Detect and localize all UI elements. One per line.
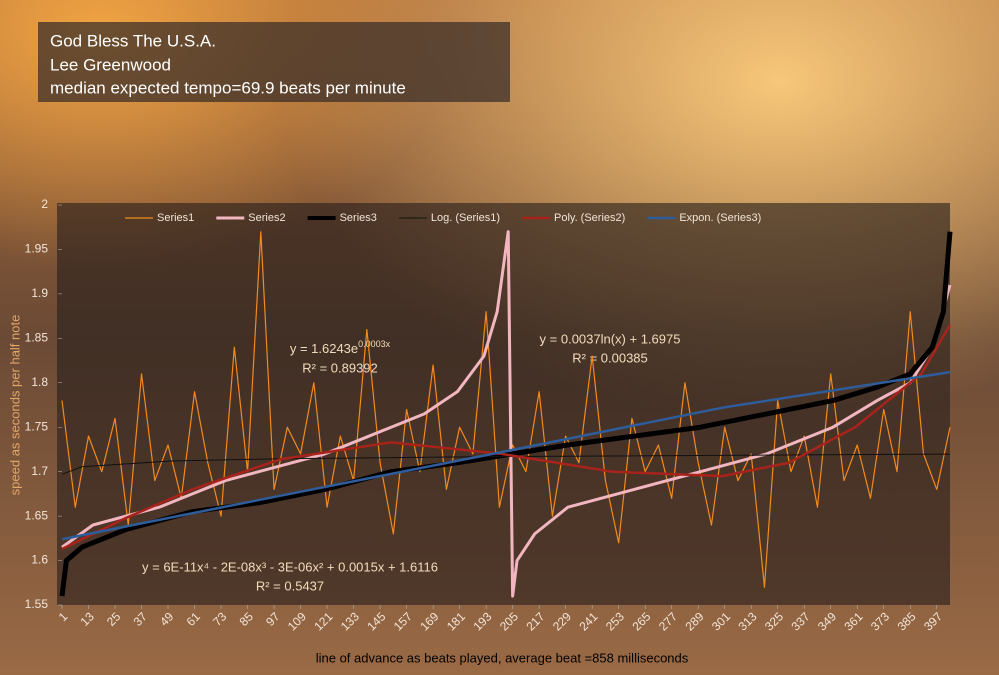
series-line [61, 231, 951, 588]
series-line [61, 370, 951, 541]
equation-exponent: 0.0003x [358, 339, 391, 349]
title-line: God Bless The U.S.A. [50, 31, 216, 50]
trend-r2: R² = 0.00385 [572, 350, 648, 365]
y-tick-label: 1.95 [25, 242, 49, 256]
y-axis-label: speed as seconds per half note [7, 315, 22, 496]
trend-equation: y = 1.6243e0.0003x [290, 339, 391, 356]
legend-label: Series2 [248, 212, 285, 224]
x-axis-label: line of advance as beats played, average… [316, 650, 689, 665]
legend-label: Series3 [340, 212, 377, 224]
legend-label: Poly. (Series2) [554, 212, 625, 224]
trend-r2: R² = 0.5437 [256, 578, 324, 593]
legend-label: Series1 [157, 212, 194, 224]
y-tick-label: 1.85 [25, 331, 49, 345]
legend-label: Expon. (Series3) [679, 212, 761, 224]
y-tick-label: 1.7 [31, 464, 48, 478]
series-line [61, 230, 952, 598]
y-tick-label: 1.9 [31, 286, 48, 300]
title-line: median expected tempo=69.9 beats per min… [50, 78, 406, 97]
y-tick-label: 2 [41, 197, 48, 211]
series-line [59, 231, 953, 597]
trend-equation: y = 0.0037ln(x) + 1.6975 [540, 331, 681, 346]
series-line [61, 453, 951, 475]
trend-r2: R² = 0.89392 [302, 360, 378, 375]
y-tick-label: 1.75 [25, 419, 49, 433]
title-line: Lee Greenwood [50, 55, 171, 74]
equation-text: y = 1.6243e [290, 341, 358, 356]
y-tick-label: 1.8 [31, 375, 48, 389]
series-line [61, 324, 952, 551]
legend-label: Log. (Series1) [431, 212, 500, 224]
y-tick-label: 1.55 [25, 597, 49, 611]
trend-equation: y = 6E-11x⁴ - 2E-08x³ - 3E-06x² + 0.0015… [142, 559, 438, 574]
title-box [38, 22, 510, 102]
y-tick-label: 1.65 [25, 508, 49, 522]
y-tick-label: 1.6 [31, 553, 48, 567]
